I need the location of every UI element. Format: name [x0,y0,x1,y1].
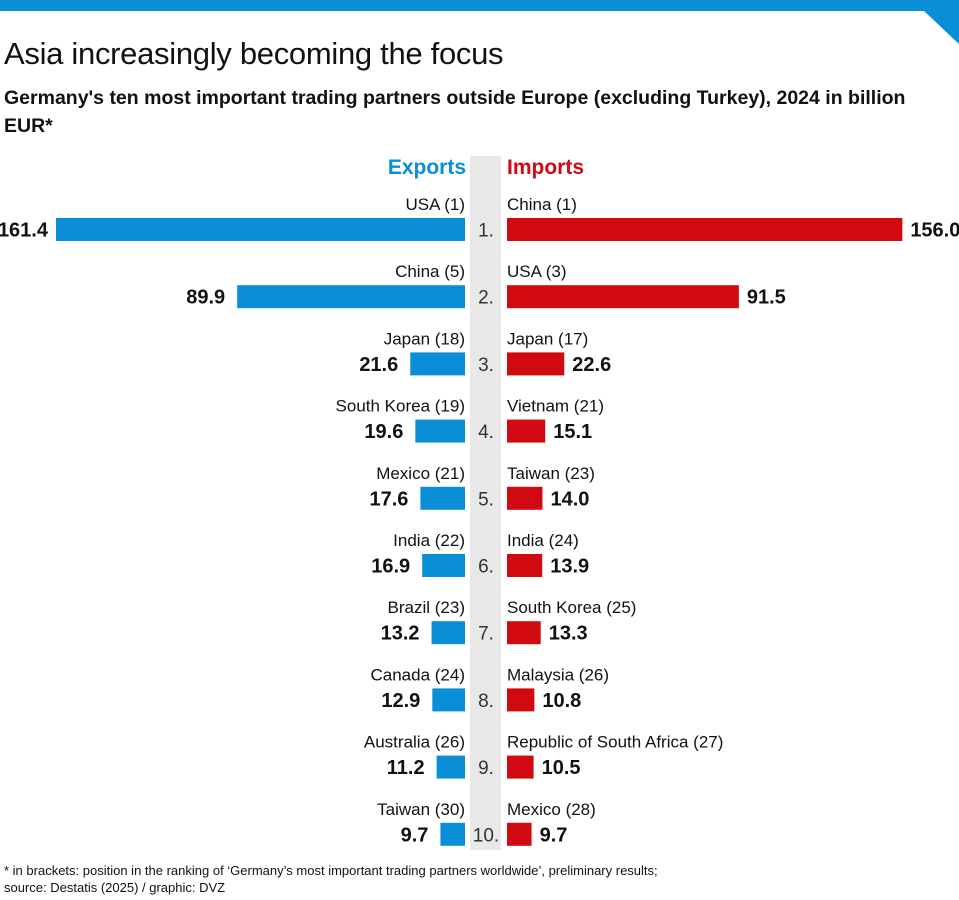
export-value-label: 16.9 [371,556,410,578]
rank-number: 9. [478,758,494,779]
import-country-label: Japan (17) [507,329,588,348]
import-value-label: 10.5 [542,757,581,779]
rank-number: 3. [478,355,494,376]
import-value-label: 13.3 [549,623,588,645]
export-country-label: India (22) [393,531,465,550]
import-bar [507,285,739,309]
export-value-label: 161.4 [0,220,49,242]
export-bar [415,419,465,443]
import-country-label: India (24) [507,531,579,550]
import-country-label: Taiwan (23) [507,464,595,483]
rank-number: 1. [478,221,494,242]
top-accent-bar [0,0,959,11]
chart-title: Asia increasingly becoming the focus [4,36,504,71]
import-value-label: 9.7 [540,824,568,846]
export-country-label: Brazil (23) [388,598,465,617]
import-bar [507,755,534,779]
export-country-label: USA (1) [405,195,465,214]
exports-legend-label: Exports [387,156,466,179]
rank-number: 4. [478,422,494,443]
import-country-label: China (1) [507,195,577,214]
import-bar [507,419,546,443]
export-country-label: South Korea (19) [336,397,465,416]
export-country-label: China (5) [395,262,465,281]
export-value-label: 19.6 [364,421,403,443]
export-bar [440,822,465,846]
footnote-line-1: * in brackets: position in the ranking o… [4,863,658,878]
import-country-label: USA (3) [507,262,567,281]
import-country-label: Vietnam (21) [507,397,604,416]
rank-number: 6. [478,557,494,578]
export-bar [422,554,465,577]
export-country-label: Canada (24) [370,665,465,684]
rank-column-background [470,156,501,850]
import-country-label: Mexico (28) [507,800,596,819]
import-value-label: 10.8 [542,690,581,712]
export-bar [56,218,465,241]
rank-number: 10. [473,825,499,846]
import-value-label: 91.5 [747,287,786,309]
export-bar [432,688,465,712]
import-bar [507,554,543,577]
export-value-label: 89.9 [186,287,225,309]
export-value-label: 21.6 [359,354,398,376]
import-country-label: Malaysia (26) [507,665,609,684]
export-country-label: Australia (26) [364,733,465,752]
import-value-label: 14.0 [550,488,589,510]
footnote-line-2: source: Destatis (2025) / graphic: DVZ [4,880,226,895]
rank-number: 7. [478,624,494,645]
rank-number: 2. [478,288,494,309]
export-bar [436,755,465,779]
chart-subtitle: Germany's ten most important trading par… [4,87,906,137]
export-bar [431,621,465,645]
corner-fold-decoration [924,11,959,44]
import-bar [507,486,543,510]
export-value-label: 12.9 [381,690,420,712]
export-country-label: Japan (18) [384,329,465,348]
export-country-label: Taiwan (30) [377,800,465,819]
import-country-label: South Korea (25) [507,598,636,617]
export-bar [420,486,465,510]
import-value-label: 22.6 [572,354,611,376]
export-bar [237,285,465,309]
export-value-label: 13.2 [381,623,420,645]
imports-legend-label: Imports [507,156,585,179]
export-bar [410,352,465,376]
rank-number: 5. [478,489,494,510]
import-bar [507,822,532,846]
footnote: * in brackets: position in the ranking o… [4,862,954,896]
rank-number: 8. [478,691,494,712]
import-value-label: 13.9 [550,556,589,578]
import-bar [507,688,535,712]
export-country-label: Mexico (21) [376,464,465,483]
import-value-label: 156.0 [910,220,959,242]
import-bar [507,218,903,241]
import-country-label: Republic of South Africa (27) [507,733,723,752]
export-value-label: 17.6 [369,488,408,510]
export-value-label: 11.2 [387,757,425,779]
import-value-label: 15.1 [553,421,592,443]
import-bar [507,621,541,645]
import-bar [507,352,565,376]
export-value-label: 9.7 [401,824,429,846]
